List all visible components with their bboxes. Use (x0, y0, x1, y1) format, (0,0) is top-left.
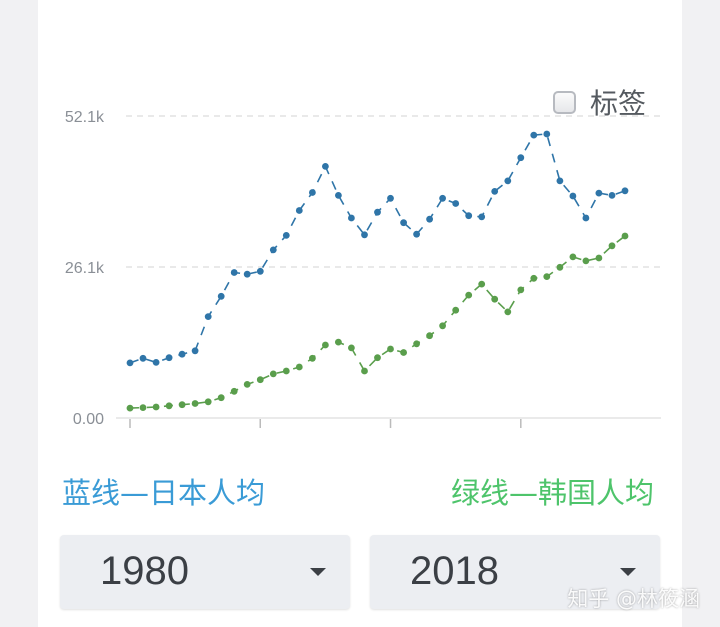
data-point-japan (269, 246, 277, 254)
legend-korea: 绿线—韩国人均 (450, 476, 654, 510)
series-line-japan (129, 133, 626, 364)
data-point-korea (204, 398, 212, 406)
y-tick-label: 0.00 (73, 411, 104, 428)
data-point-korea (269, 370, 277, 378)
data-point-korea (191, 400, 199, 407)
data-point-korea (217, 394, 225, 402)
data-point-korea (282, 367, 290, 375)
data-point-japan (126, 359, 134, 367)
data-point-japan (595, 189, 603, 197)
data-point-japan (282, 232, 290, 239)
data-point-korea (295, 363, 303, 371)
data-point-japan (426, 215, 433, 223)
data-point-japan (517, 154, 525, 162)
chevron-down-icon (310, 568, 326, 576)
data-point-korea (439, 322, 446, 330)
chart-card: 0.00 26.1k 52.1k 标签 (38, 0, 682, 627)
data-point-korea (595, 254, 603, 262)
data-point-japan (530, 131, 538, 139)
data-point-japan (165, 354, 173, 362)
data-point-japan (295, 207, 303, 214)
data-point-japan (374, 208, 381, 216)
data-point-korea (569, 253, 577, 261)
legend-japan: 蓝线—日本人均 (62, 476, 266, 510)
data-point-korea (530, 274, 538, 282)
data-point-korea (152, 403, 160, 411)
data-point-japan (256, 267, 264, 275)
start-year-value: 1980 (100, 549, 189, 593)
data-point-japan (335, 192, 342, 199)
data-point-japan (387, 194, 394, 202)
data-point-japan (309, 189, 316, 196)
data-point-korea (243, 381, 251, 388)
data-point-korea (556, 263, 564, 271)
data-point-japan (204, 313, 212, 320)
data-point-japan (478, 213, 486, 221)
data-point-korea (139, 404, 147, 411)
data-point-korea (322, 341, 329, 349)
data-point-japan (543, 130, 551, 138)
data-point-korea (126, 404, 134, 412)
data-point-korea (491, 295, 499, 303)
data-point-korea (309, 354, 316, 362)
data-point-korea (478, 280, 486, 288)
data-point-japan (569, 192, 577, 200)
series-line-korea (129, 235, 626, 409)
data-point-korea (348, 344, 355, 352)
data-point-korea (465, 291, 473, 299)
data-point-korea (387, 345, 394, 353)
data-point-japan (152, 359, 160, 366)
data-point-japan (465, 212, 473, 220)
data-point-japan (491, 188, 499, 195)
data-point-japan (348, 214, 355, 222)
data-point-japan (400, 219, 407, 227)
data-point-korea (426, 332, 433, 340)
data-point-korea (165, 402, 173, 410)
data-point-japan (217, 292, 225, 300)
data-point-japan (556, 177, 564, 185)
end-year-value: 2018 (410, 549, 499, 593)
data-point-japan (230, 269, 238, 276)
data-point-japan (413, 230, 420, 238)
data-point-japan (191, 347, 199, 355)
data-point-japan (582, 214, 590, 222)
data-point-korea (361, 367, 368, 375)
y-tick-label: 26.1k (65, 260, 105, 277)
data-point-korea (504, 308, 512, 316)
data-point-japan (439, 194, 446, 202)
data-point-japan (621, 187, 629, 195)
data-point-korea (517, 286, 525, 294)
start-year-select[interactable]: 1980 (60, 535, 350, 609)
chevron-down-icon (620, 568, 636, 576)
data-point-korea (413, 340, 420, 348)
data-point-japan (243, 270, 251, 278)
data-point-japan (504, 177, 512, 185)
data-point-japan (452, 200, 460, 207)
data-point-korea (621, 232, 629, 240)
end-year-select[interactable]: 2018 (370, 535, 660, 609)
data-point-korea (178, 401, 186, 409)
data-point-japan (178, 350, 186, 358)
y-tick-label: 52.1k (65, 109, 105, 126)
watermark: 知乎 @林筱涵 (567, 587, 700, 611)
label-checkbox[interactable] (553, 90, 576, 114)
line-chart: 0.00 26.1k 52.1k (65, 109, 661, 428)
data-point-korea (256, 376, 264, 384)
data-point-japan (139, 354, 147, 362)
data-point-korea (543, 273, 551, 280)
data-point-japan (361, 231, 368, 239)
data-point-korea (582, 257, 590, 265)
label-toggle[interactable]: 标签 (553, 84, 646, 120)
data-point-japan (322, 163, 329, 170)
data-point-korea (608, 242, 616, 250)
data-point-korea (230, 387, 238, 395)
data-point-korea (400, 349, 407, 356)
data-point-korea (374, 354, 381, 362)
data-point-japan (608, 192, 616, 199)
data-point-korea (335, 338, 342, 346)
label-toggle-text: 标签 (590, 87, 647, 120)
data-point-korea (452, 306, 460, 314)
